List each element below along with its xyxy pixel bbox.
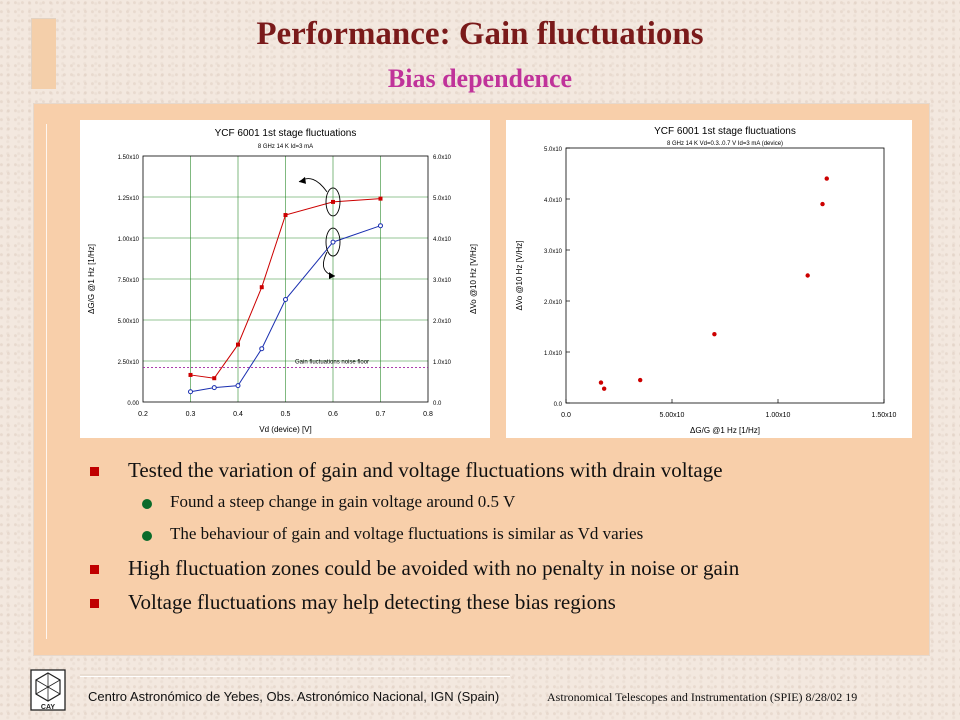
square-bullet-icon bbox=[90, 599, 99, 608]
noise-floor-annotation: Gain fluctuations noise floor bbox=[295, 360, 369, 366]
highlight-ellipse bbox=[325, 187, 341, 217]
scatter-point bbox=[601, 386, 607, 391]
gain-fluctuation-chart: YCF 6001 1st stage fluctuations 8 GHz 14 … bbox=[80, 120, 490, 438]
data-point bbox=[211, 385, 217, 391]
plot-frame bbox=[565, 147, 885, 404]
data-point bbox=[259, 285, 264, 290]
data-point bbox=[378, 196, 383, 201]
scatter-point bbox=[820, 201, 825, 207]
data-point bbox=[212, 376, 217, 381]
scatter-point bbox=[805, 273, 810, 278]
decorative-bar bbox=[31, 18, 56, 89]
data-point bbox=[236, 342, 240, 347]
bullet-item: High fluctuation zones could be avoided … bbox=[90, 556, 910, 590]
x-tick-label: 0.3 bbox=[186, 411, 196, 418]
footer-institution: Centro Astronómico de Yebes, Obs. Astron… bbox=[88, 689, 500, 704]
data-point bbox=[235, 383, 241, 389]
y2-tick-label: 5.0x10 bbox=[433, 196, 452, 202]
y-axis-label: ΔVo @10 Hz [V/Hz] bbox=[515, 241, 524, 311]
data-point bbox=[283, 297, 288, 302]
x-tick-label: 5.00x10 bbox=[660, 412, 685, 419]
data-point bbox=[330, 239, 336, 245]
x-axis-label: Vd (device) [V] bbox=[259, 425, 311, 434]
arrow-head bbox=[299, 176, 306, 184]
x-tick-label: 1.50x10 bbox=[872, 412, 897, 419]
x-tick-label: 0.5 bbox=[281, 411, 291, 418]
y-tick-label: 1.50x10 bbox=[118, 155, 140, 161]
y2-tick-label: 0.0 bbox=[433, 401, 442, 407]
y2-axis-label: ΔVo @10 Hz [V/Hz] bbox=[469, 244, 478, 314]
y-tick-label: 3.0x10 bbox=[544, 249, 563, 255]
panel-edge bbox=[46, 124, 57, 639]
square-bullet-icon bbox=[90, 467, 99, 476]
y2-tick-label: 6.0x10 bbox=[433, 155, 452, 161]
y-tick-label: 2.0x10 bbox=[544, 300, 563, 306]
y-tick-label: 2.50x10 bbox=[118, 360, 140, 366]
chart-svg: YCF 6001 1st stage fluctuations 8 GHz 14 … bbox=[515, 126, 897, 435]
scatter-point bbox=[598, 380, 604, 385]
slide-title: Performance: Gain fluctuations bbox=[256, 16, 704, 52]
bullet-list: Tested the variation of gain and voltage… bbox=[90, 458, 910, 624]
y-tick-label: 1.25x10 bbox=[118, 196, 140, 202]
highlight-ellipse bbox=[325, 227, 341, 257]
y2-tick-label: 3.0x10 bbox=[433, 278, 452, 284]
chart-svg: YCF 6001 1st stage fluctuations 8 GHz 14 … bbox=[87, 128, 478, 434]
bullet-text: Tested the variation of gain and voltage… bbox=[128, 458, 723, 482]
y-tick-label: 4.0x10 bbox=[544, 198, 563, 204]
sub-bullet-text: The behaviour of gain and voltage fluctu… bbox=[170, 524, 644, 543]
x-axis-label: ΔG/G @1 Hz [1/Hz] bbox=[690, 426, 760, 435]
x-tick-label: 0.2 bbox=[138, 411, 148, 418]
logo-text: CAY bbox=[41, 704, 55, 711]
x-tick-label: 0.8 bbox=[423, 411, 433, 418]
x-tick-label: 1.00x10 bbox=[766, 412, 791, 419]
scatter-point bbox=[638, 377, 643, 383]
arrow-head bbox=[329, 272, 335, 280]
data-point bbox=[331, 199, 335, 204]
data-point bbox=[188, 372, 193, 377]
chart-title: YCF 6001 1st stage fluctuations bbox=[654, 126, 796, 137]
data-point bbox=[188, 389, 193, 395]
y2-tick-label: 4.0x10 bbox=[433, 237, 452, 243]
scatter-point bbox=[712, 331, 717, 337]
bullet-text: High fluctuation zones could be avoided … bbox=[128, 556, 740, 580]
x-tick-label: 0.0 bbox=[561, 412, 571, 419]
y-tick-label: 1.0x10 bbox=[544, 351, 563, 357]
correlation-scatter-chart: YCF 6001 1st stage fluctuations 8 GHz 14 … bbox=[506, 120, 912, 438]
round-bullet-icon bbox=[142, 499, 152, 509]
data-point bbox=[259, 346, 265, 352]
y-tick-label: 1.00x10 bbox=[118, 237, 140, 243]
round-bullet-icon bbox=[142, 531, 152, 541]
y-tick-label: 0.00 bbox=[127, 401, 139, 407]
plot-frame bbox=[142, 155, 429, 403]
footer-conference: Astronomical Telescopes and Instrumentat… bbox=[547, 690, 858, 704]
bullet-text: Voltage fluctuations may help detecting … bbox=[128, 590, 616, 614]
data-point bbox=[378, 223, 383, 229]
scatter-point bbox=[824, 176, 829, 181]
chart-subtitle: 8 GHz 14 K Vd=0.3..0.7 V Id=3 mA (device… bbox=[667, 141, 783, 147]
sub-bullet-item: The behaviour of gain and voltage fluctu… bbox=[90, 524, 910, 556]
x-tick-label: 0.4 bbox=[233, 411, 243, 418]
cay-logo-icon: CAY bbox=[30, 669, 66, 711]
x-tick-label: 0.7 bbox=[376, 411, 386, 418]
bullet-item: Voltage fluctuations may help detecting … bbox=[90, 590, 910, 624]
chart-subtitle: 8 GHz 14 K Id=3 mA bbox=[258, 144, 313, 150]
x-tick-label: 0.6 bbox=[328, 411, 338, 418]
footer-divider bbox=[80, 674, 510, 677]
slide-subtitle: Bias dependence bbox=[387, 64, 573, 93]
data-point bbox=[283, 213, 288, 218]
sub-bullet-text: Found a steep change in gain voltage aro… bbox=[170, 492, 516, 511]
sub-bullet-item: Found a steep change in gain voltage aro… bbox=[90, 492, 910, 524]
square-bullet-icon bbox=[90, 565, 99, 574]
bullet-item: Tested the variation of gain and voltage… bbox=[90, 458, 910, 492]
y-tick-label: 5.00x10 bbox=[118, 319, 140, 325]
y-tick-label: 0.0 bbox=[554, 402, 563, 408]
y2-tick-label: 2.0x10 bbox=[433, 319, 452, 325]
y-tick-label: 7.50x10 bbox=[118, 278, 140, 284]
chart-title: YCF 6001 1st stage fluctuations bbox=[215, 128, 357, 139]
y-axis-label: ΔG/G @1 Hz [1/Hz] bbox=[87, 244, 96, 314]
y2-tick-label: 1.0x10 bbox=[433, 360, 452, 366]
y-tick-label: 5.0x10 bbox=[544, 147, 563, 153]
